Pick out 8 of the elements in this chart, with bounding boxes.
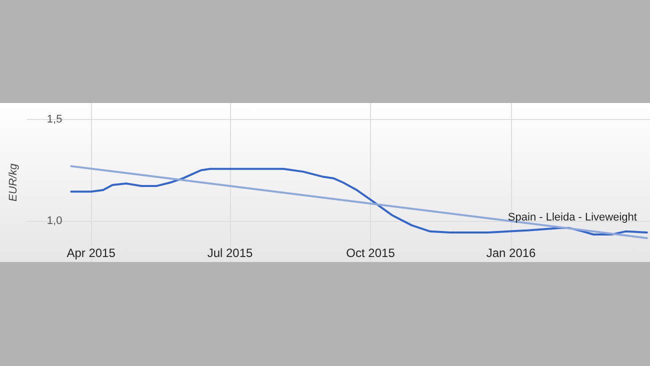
x-tick-label: Jul 2015 [207, 246, 254, 260]
y-tick-label: 1,5 [46, 113, 62, 126]
y-axis-title: EUR/kg [8, 162, 20, 202]
y-tick-label: 1,0 [46, 215, 62, 228]
x-tick-label: Jan 2016 [486, 246, 536, 260]
x-tick-label: Apr 2015 [66, 246, 116, 260]
series-label: Spain - Lleida - Liveweight [508, 211, 637, 224]
x-tick-label: Oct 2015 [346, 246, 396, 260]
